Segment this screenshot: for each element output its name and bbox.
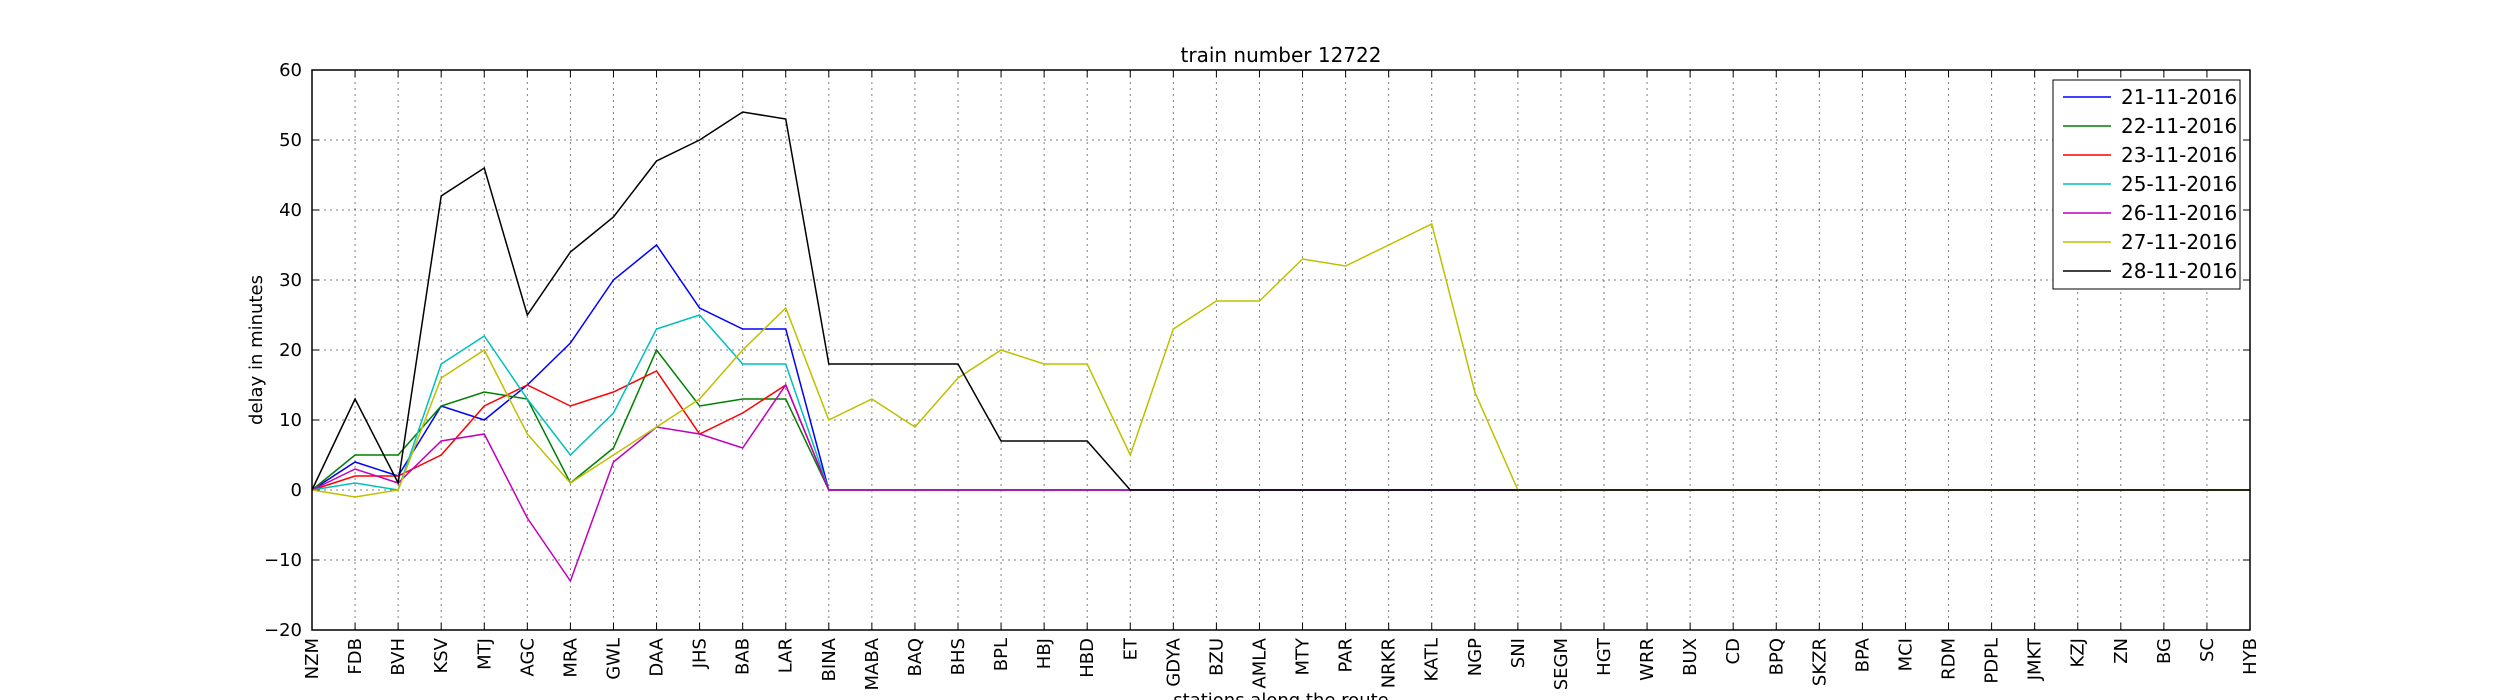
x-tick-label: BZU (1206, 638, 1227, 676)
x-tick-label: BPA (1852, 637, 1873, 672)
x-tick-label: AGC (517, 638, 538, 677)
x-tick-label: BINA (819, 637, 840, 681)
y-tick-label: −20 (264, 620, 302, 641)
x-tick-label: KZJ (2068, 638, 2089, 667)
x-tick-label: DAA (647, 637, 668, 676)
x-axis-label: stations along the route (1173, 690, 1388, 700)
x-tick-label: LAR (776, 638, 797, 673)
x-tick-label: GDYA (1163, 637, 1184, 686)
y-tick-label: 0 (291, 480, 302, 501)
x-tick-label: GWL (603, 638, 624, 680)
x-tick-label: JHS (690, 638, 711, 669)
legend-label: 28-11-2016 (2121, 259, 2237, 283)
x-tick-label: MCI (1895, 638, 1916, 671)
x-tick-label: PDPL (1982, 638, 2003, 684)
x-tick-label: JMKT (2025, 637, 2046, 681)
x-tick-label: RDM (1939, 638, 1960, 680)
series-line (311, 314, 2250, 491)
series-line (311, 348, 2250, 491)
legend-label: 25-11-2016 (2121, 172, 2237, 196)
x-tick-label: KATL (1422, 638, 1443, 681)
y-tick-label: 20 (279, 340, 302, 361)
x-tick-label: SKZR (1809, 638, 1830, 686)
x-tick-label: HYB (2240, 638, 2261, 675)
x-tick-label: BAQ (905, 638, 926, 677)
x-tick-label: AMLA (1249, 637, 1270, 688)
x-tick-label: HBD (1077, 638, 1098, 678)
x-tick-label: MTJ (474, 638, 495, 670)
legend-label: 27-11-2016 (2121, 230, 2237, 254)
series-line (311, 370, 2250, 491)
x-tick-label: MRA (560, 637, 581, 677)
x-tick-label: HBJ (1034, 638, 1055, 669)
x-tick-label: BAB (733, 638, 754, 675)
x-tick-label: ZN (2111, 638, 2132, 664)
y-tick-label: 50 (279, 130, 302, 151)
series-line (311, 243, 2250, 491)
x-tick-label: NRKR (1379, 638, 1400, 688)
plot-frame (311, 69, 2251, 631)
x-tick-label: CD (1723, 638, 1744, 664)
x-tick-label: BPQ (1766, 638, 1787, 675)
x-tick-label: MABA (862, 637, 883, 690)
x-tick-label: ET (1120, 637, 1141, 660)
legend-label: 23-11-2016 (2121, 143, 2237, 167)
x-tick-label: PAR (1336, 638, 1357, 673)
chart-title: train number 12722 (1181, 43, 1382, 67)
legend-label: 21-11-2016 (2121, 85, 2237, 109)
x-tick-label: MTY (1293, 637, 1314, 676)
x-tick-label: FDB (345, 638, 366, 675)
y-tick-label: 10 (279, 410, 302, 431)
x-tick-label: SC (2197, 638, 2218, 662)
x-tick-label: BVH (388, 638, 409, 676)
x-tick-label: BHS (948, 638, 969, 675)
y-axis-label: delay in minutes (246, 275, 267, 425)
x-tick-label: NZM (302, 638, 323, 679)
y-tick-label: 30 (279, 270, 302, 291)
legend-label: 22-11-2016 (2121, 114, 2237, 138)
series-line (311, 111, 2250, 491)
y-tick-label: 60 (279, 60, 302, 81)
x-tick-label: SNI (1508, 638, 1529, 668)
x-tick-label: SEGM (1551, 638, 1572, 690)
y-tick-label: 40 (279, 200, 302, 221)
legend-label: 26-11-2016 (2121, 201, 2237, 225)
x-tick-label: NGP (1465, 638, 1486, 676)
x-tick-label: BUX (1680, 638, 1701, 676)
y-tick-label: −10 (264, 550, 302, 571)
x-tick-label: WRR (1637, 638, 1658, 681)
x-tick-label: HGT (1594, 637, 1615, 676)
x-tick-label: KSV (431, 637, 452, 673)
x-tick-label: BPL (991, 638, 1012, 671)
x-tick-label: BG (2154, 638, 2175, 664)
